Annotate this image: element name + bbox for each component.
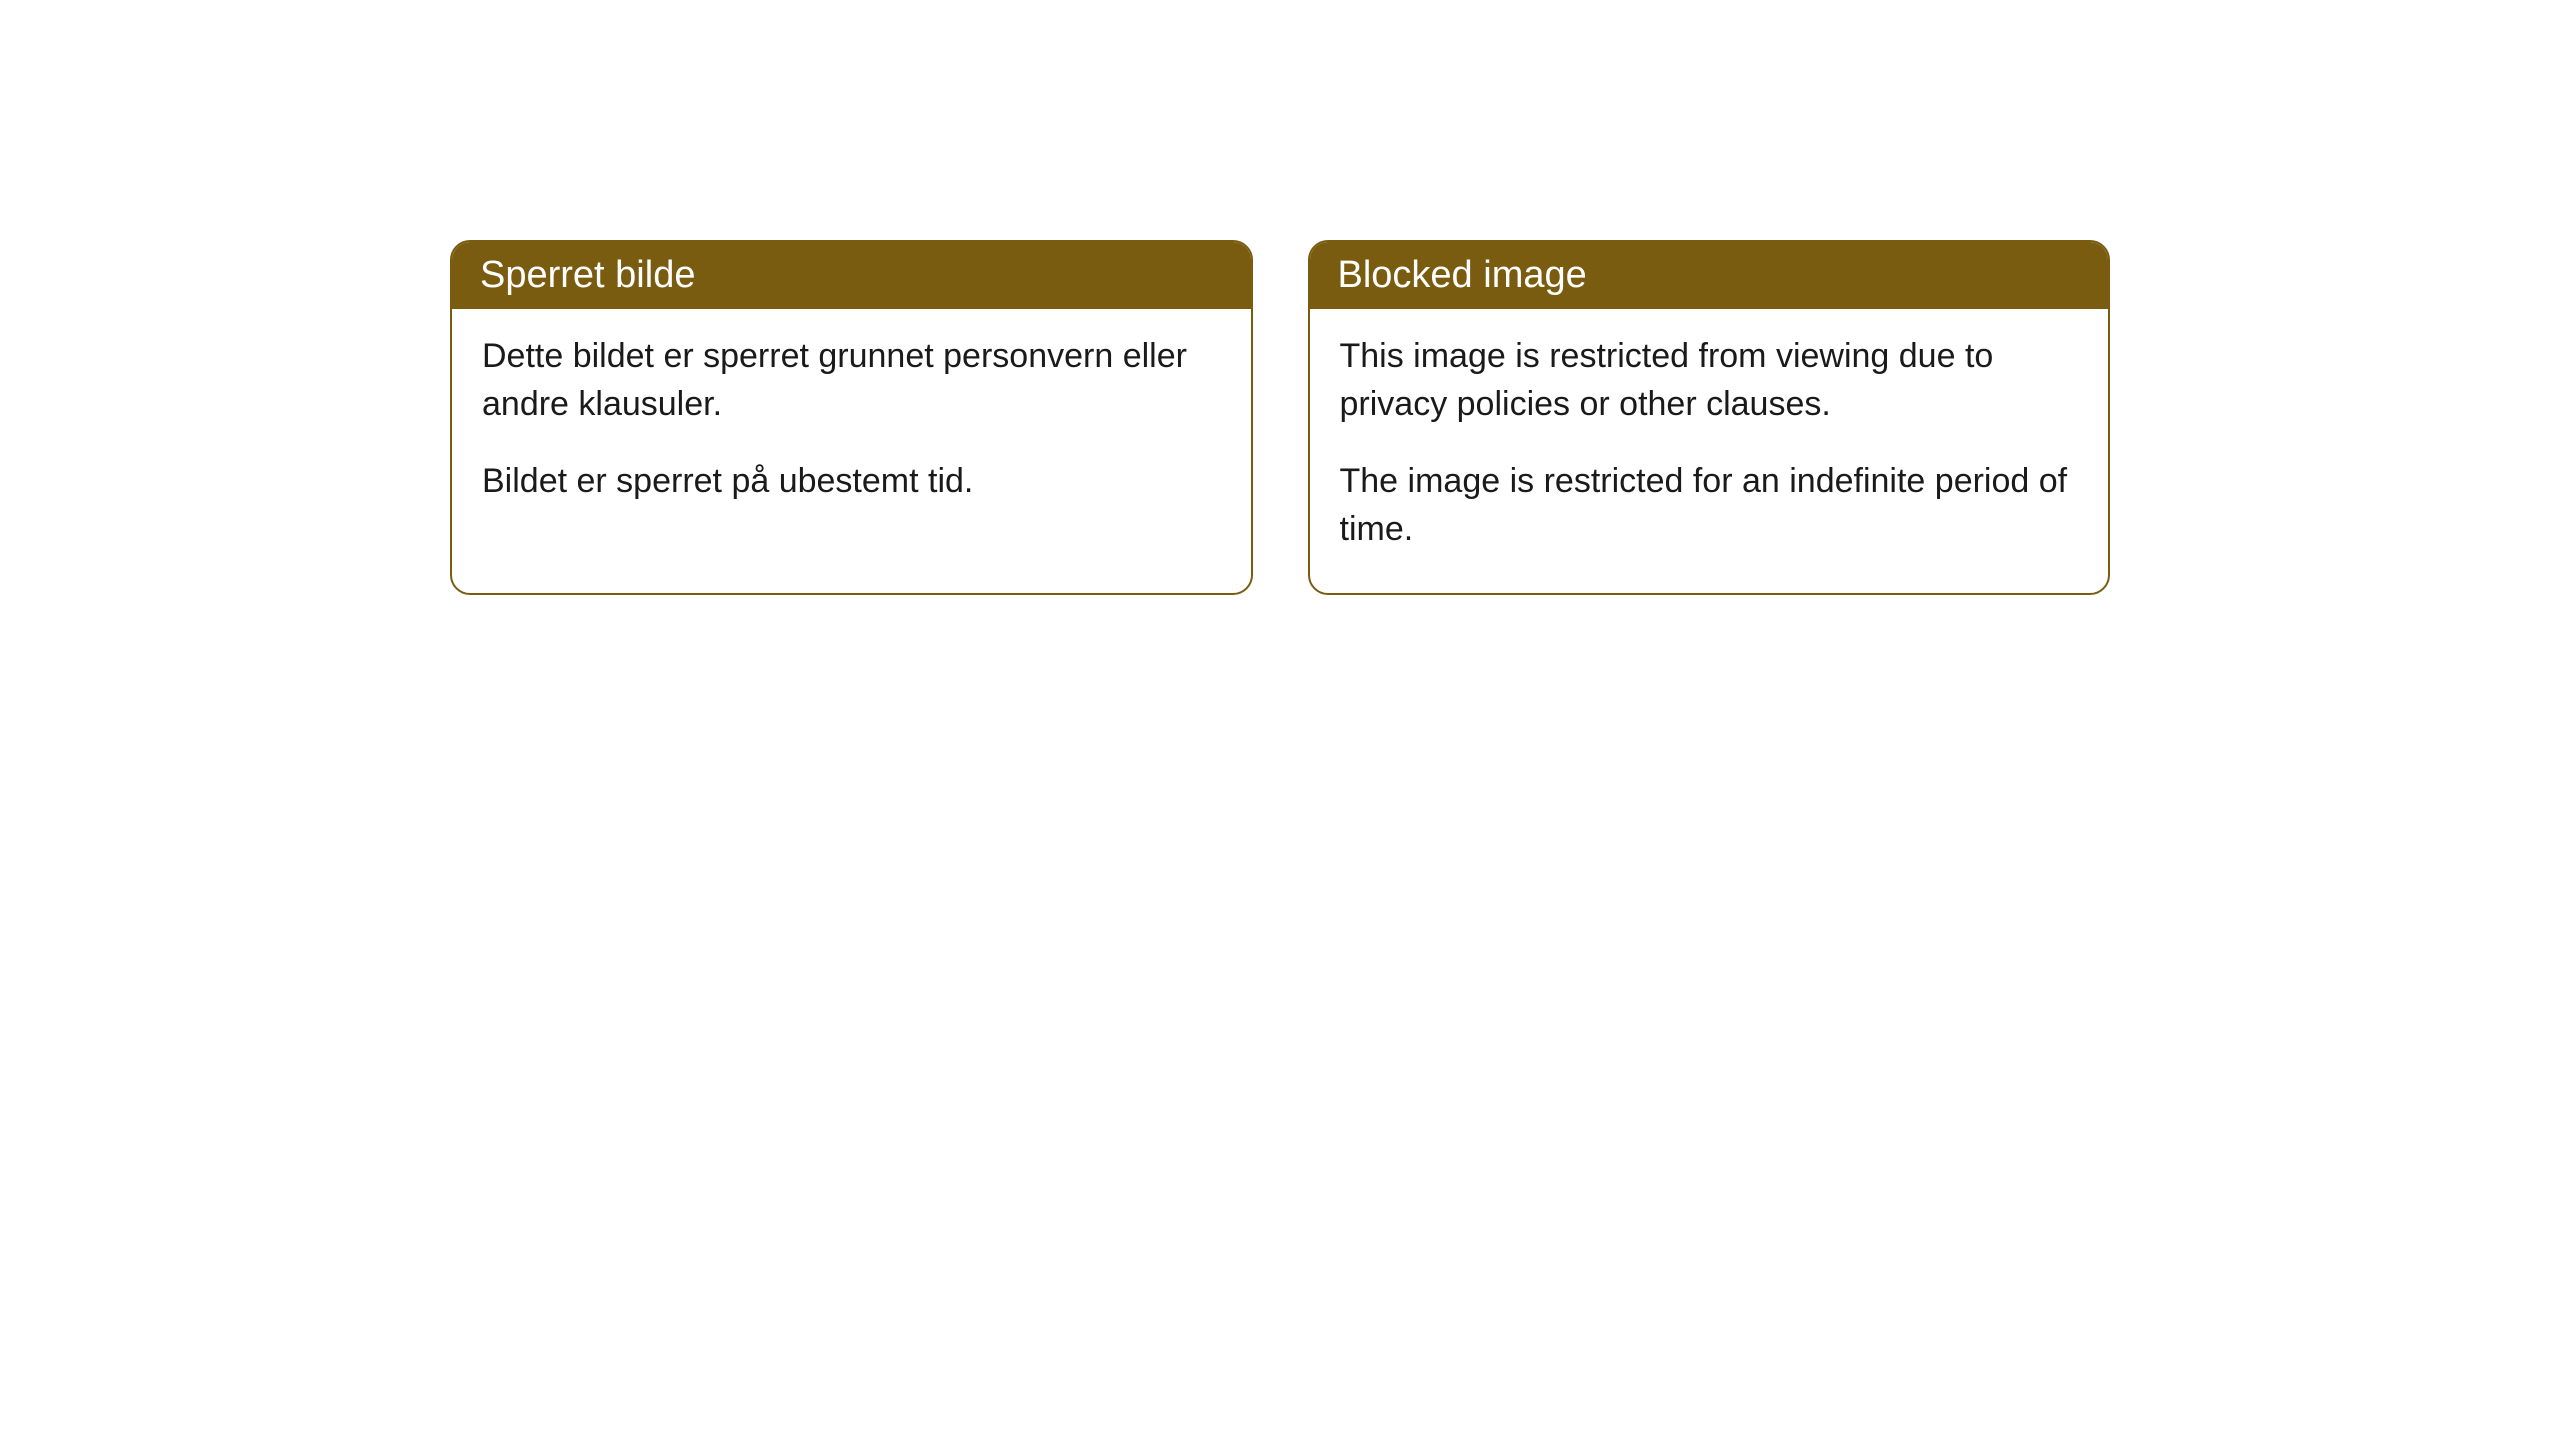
card-title: Sperret bilde [480,254,695,296]
card-body: This image is restricted from viewing du… [1310,309,2109,593]
card-header: Blocked image [1310,242,2109,309]
blocked-image-card-english: Blocked image This image is restricted f… [1308,240,2111,595]
card-paragraph: Bildet er sperret på ubestemt tid. [482,458,1221,506]
card-header: Sperret bilde [452,242,1251,309]
notice-cards-container: Sperret bilde Dette bildet er sperret gr… [450,240,2110,595]
card-paragraph: This image is restricted from viewing du… [1340,333,2079,428]
card-title: Blocked image [1338,254,1587,296]
blocked-image-card-norwegian: Sperret bilde Dette bildet er sperret gr… [450,240,1253,595]
card-body: Dette bildet er sperret grunnet personve… [452,309,1251,546]
card-paragraph: Dette bildet er sperret grunnet personve… [482,333,1221,428]
card-paragraph: The image is restricted for an indefinit… [1340,458,2079,553]
